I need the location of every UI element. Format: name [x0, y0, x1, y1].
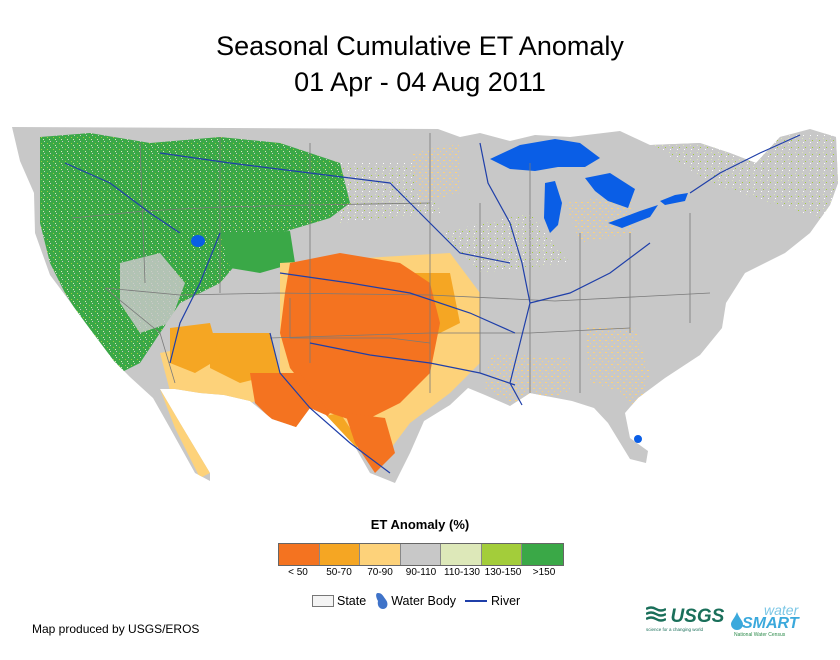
usgs-wordmark: USGS	[670, 606, 725, 627]
legend-water-body-label: Water Body	[391, 594, 457, 608]
lake-ontario	[660, 193, 688, 205]
lake-erie	[608, 205, 658, 228]
ramp-label-lt50: < 50	[288, 567, 308, 578]
usgs-tagline: science for a changing world	[646, 627, 704, 632]
legend-water-body: Water Body	[375, 592, 456, 610]
lake-michigan	[544, 181, 562, 233]
severe-orange-anomaly-south-texas	[345, 413, 395, 473]
swatch-70-90	[360, 544, 401, 565]
watersmart-tagline: National Water Census	[734, 632, 786, 638]
ramp-label-50-70: 50-70	[326, 567, 352, 578]
lake-okeechobee	[634, 435, 642, 443]
color-ramp	[278, 543, 564, 566]
map-title: Seasonal Cumulative ET Anomaly	[216, 31, 624, 61]
snake-columbia-river	[64, 162, 181, 234]
green-anomaly-west	[40, 133, 350, 373]
map-date-range: 01 Apr - 04 Aug 2011	[294, 67, 546, 97]
state-border-texas-oklahoma	[289, 298, 431, 344]
green-anomaly-colorado	[220, 231, 295, 273]
legend-state: State	[312, 594, 366, 608]
state-border-west-verticals	[139, 137, 311, 363]
orange-anomaly-arizona	[170, 323, 220, 373]
rio-grande	[269, 332, 391, 474]
ramp-label-90-110: 90-110	[405, 567, 437, 578]
state-border-central-verticals	[429, 133, 531, 393]
state-border-central-row	[104, 287, 711, 302]
symbol-legend: State Water Body River	[312, 593, 529, 609]
st-lawrence-river	[689, 134, 801, 194]
usgs-wave-icon	[645, 606, 667, 622]
et-anomaly-map	[12, 127, 838, 483]
watersmart-logo: water SMART National Water Census	[730, 602, 814, 638]
watersmart-smart-text: SMART	[742, 615, 799, 632]
ohio-river	[529, 242, 651, 304]
ramp-labels: < 50 50-70 70-90 90-110 110-130 130-150 …	[278, 567, 564, 581]
lake-superior	[490, 139, 600, 171]
swatch-130-150	[481, 544, 522, 565]
red-river	[309, 342, 516, 386]
water-drop-icon	[731, 612, 743, 630]
swatch-90-110	[400, 544, 441, 565]
yellow-anomaly-southeast	[585, 328, 650, 413]
legend-river: River	[465, 594, 520, 608]
yellow-anomaly-baja	[160, 389, 210, 478]
state-border-california-nevada	[104, 287, 176, 384]
swatch-110-130	[441, 544, 482, 565]
great-salt-lake	[191, 235, 205, 247]
swatch-lt50	[279, 544, 320, 565]
legend-river-label: River	[491, 594, 521, 608]
state-border-east-verticals	[579, 213, 691, 393]
yellow-anomaly-michigan	[565, 193, 635, 243]
ramp-label-70-90: 70-90	[367, 567, 393, 578]
credit-text: Map produced by USGS/EROS	[32, 622, 200, 636]
gray-anomaly-great-basin	[120, 253, 185, 333]
orange-anomaly-new-mexico	[210, 333, 280, 383]
ramp-label-130-150: 130-150	[484, 567, 522, 578]
legend-title: ET Anomaly (%)	[370, 517, 470, 532]
yellow-anomaly-gulf-coast	[485, 353, 570, 403]
lake-huron	[585, 173, 635, 208]
swatch-50-70	[319, 544, 360, 565]
river-line-icon	[465, 600, 488, 602]
light-green-northeast	[650, 133, 838, 223]
rivers	[64, 134, 801, 474]
state-borders	[71, 133, 711, 393]
ramp-label-110-130: 110-130	[444, 567, 480, 578]
watersmart-water-text: water	[764, 602, 799, 618]
legend-state-label: State	[337, 594, 367, 608]
ramp-label-gt150: >150	[532, 567, 556, 578]
water-bodies	[191, 139, 688, 443]
mississippi-river	[479, 142, 531, 406]
water-body-icon	[376, 593, 388, 609]
arkansas-river	[279, 272, 516, 334]
usgs-logo: USGS science for a changing world	[645, 606, 725, 632]
light-green-midwest	[440, 213, 570, 273]
missouri-river	[159, 152, 511, 264]
swatch-gt150	[522, 544, 563, 565]
colorado-river	[169, 232, 221, 364]
yellow-anomaly-dakotas	[410, 143, 460, 203]
state-swatch-icon	[312, 595, 334, 607]
